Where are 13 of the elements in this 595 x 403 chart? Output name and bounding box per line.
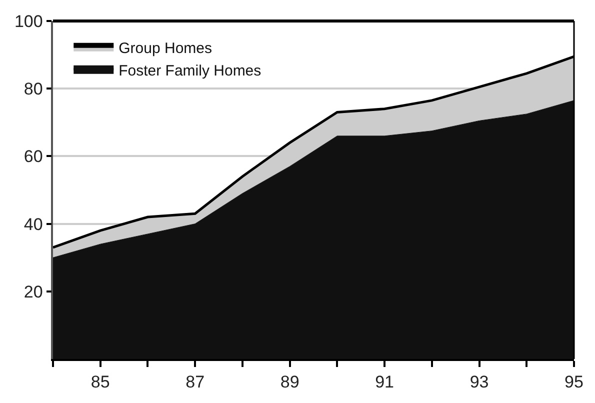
y-tick-label: 80: [24, 80, 43, 99]
y-tick-label: 100: [14, 12, 43, 31]
x-tick-label: 89: [280, 372, 300, 392]
y-tick-label: 20: [24, 282, 43, 302]
x-tick-label: 95: [564, 372, 584, 392]
y-tick-label: 40: [24, 214, 43, 234]
legend-label: Group Homes: [118, 40, 212, 58]
x-tick-label: 85: [90, 372, 110, 392]
x-tick-label: 93: [470, 372, 489, 392]
y-tick-label: 60: [24, 147, 43, 166]
legend-label: Foster Family Homes: [118, 62, 262, 80]
x-tick-label: 91: [375, 372, 394, 392]
x-tick-label: 87: [186, 372, 205, 392]
